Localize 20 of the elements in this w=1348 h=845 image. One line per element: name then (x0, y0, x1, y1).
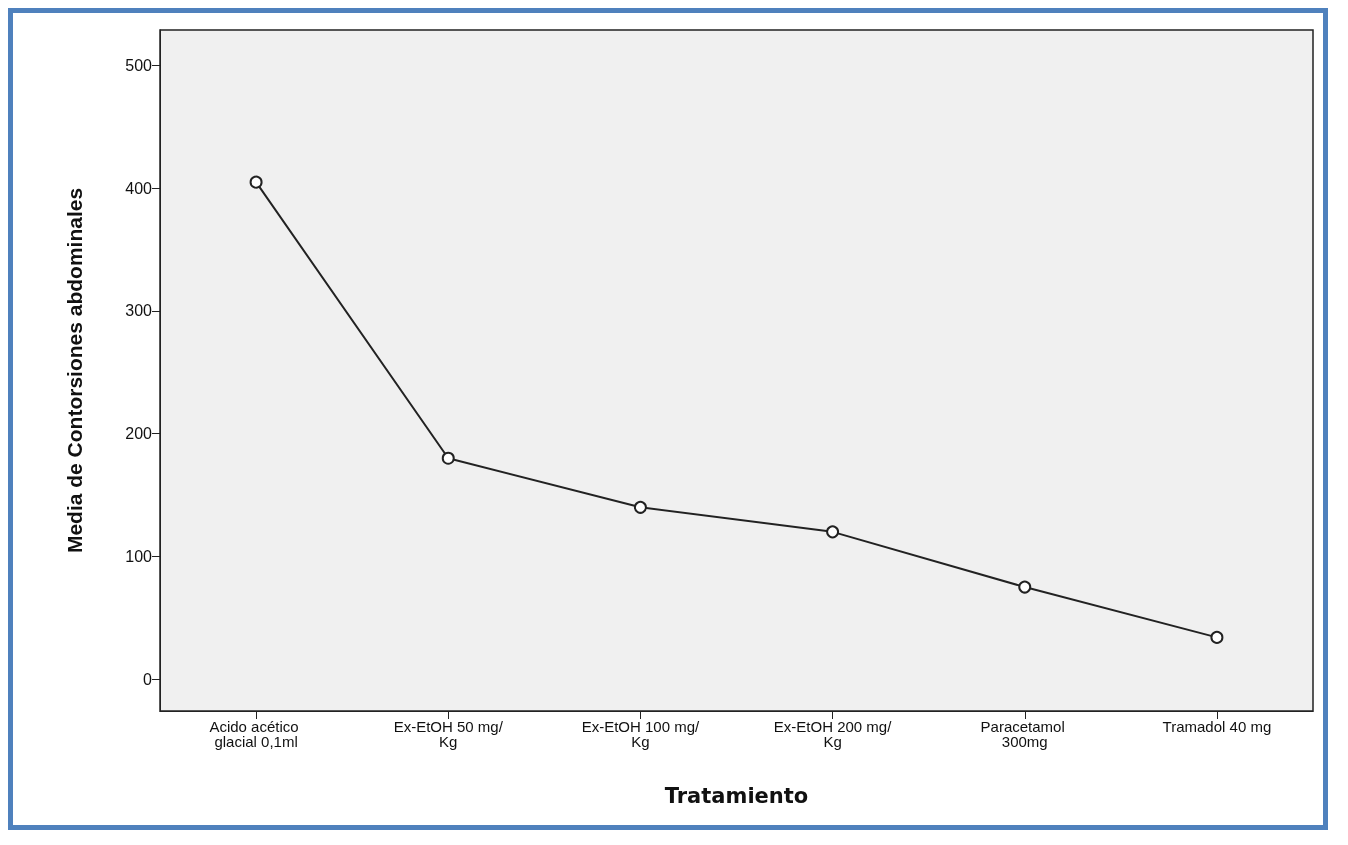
point (633, 500, 647, 514)
y-tick-label: 400 (125, 179, 153, 197)
point (1210, 630, 1224, 644)
x-tick-label: Ex-EtOH 100 mg/Kg (581, 718, 701, 750)
point (1018, 580, 1032, 594)
y-tick-label: 500 (125, 57, 153, 75)
x-tick-label: Ex-EtOH 200 mg/Kg (773, 718, 893, 750)
y-tick-label: 300 (125, 302, 153, 320)
x-tick-label: Ex-EtOH 50 mg/Kg (393, 718, 504, 750)
x-tick-label: Tramadol 40 mg (1162, 718, 1272, 735)
y-tick-label: 200 (125, 425, 153, 443)
x-tick-label: Paracetamol 300mg (980, 718, 1069, 750)
y-axis-title: Media de Contorsiones abdominales (63, 187, 86, 554)
x-tick-label: Acido acético glacial 0,1ml (209, 718, 303, 750)
point (826, 525, 840, 539)
x-axis-title: Tratamiento (664, 783, 809, 808)
y-tick-label: 0 (143, 670, 153, 688)
y-tick-label: 100 (125, 547, 153, 565)
point (249, 175, 263, 189)
point (441, 451, 455, 465)
